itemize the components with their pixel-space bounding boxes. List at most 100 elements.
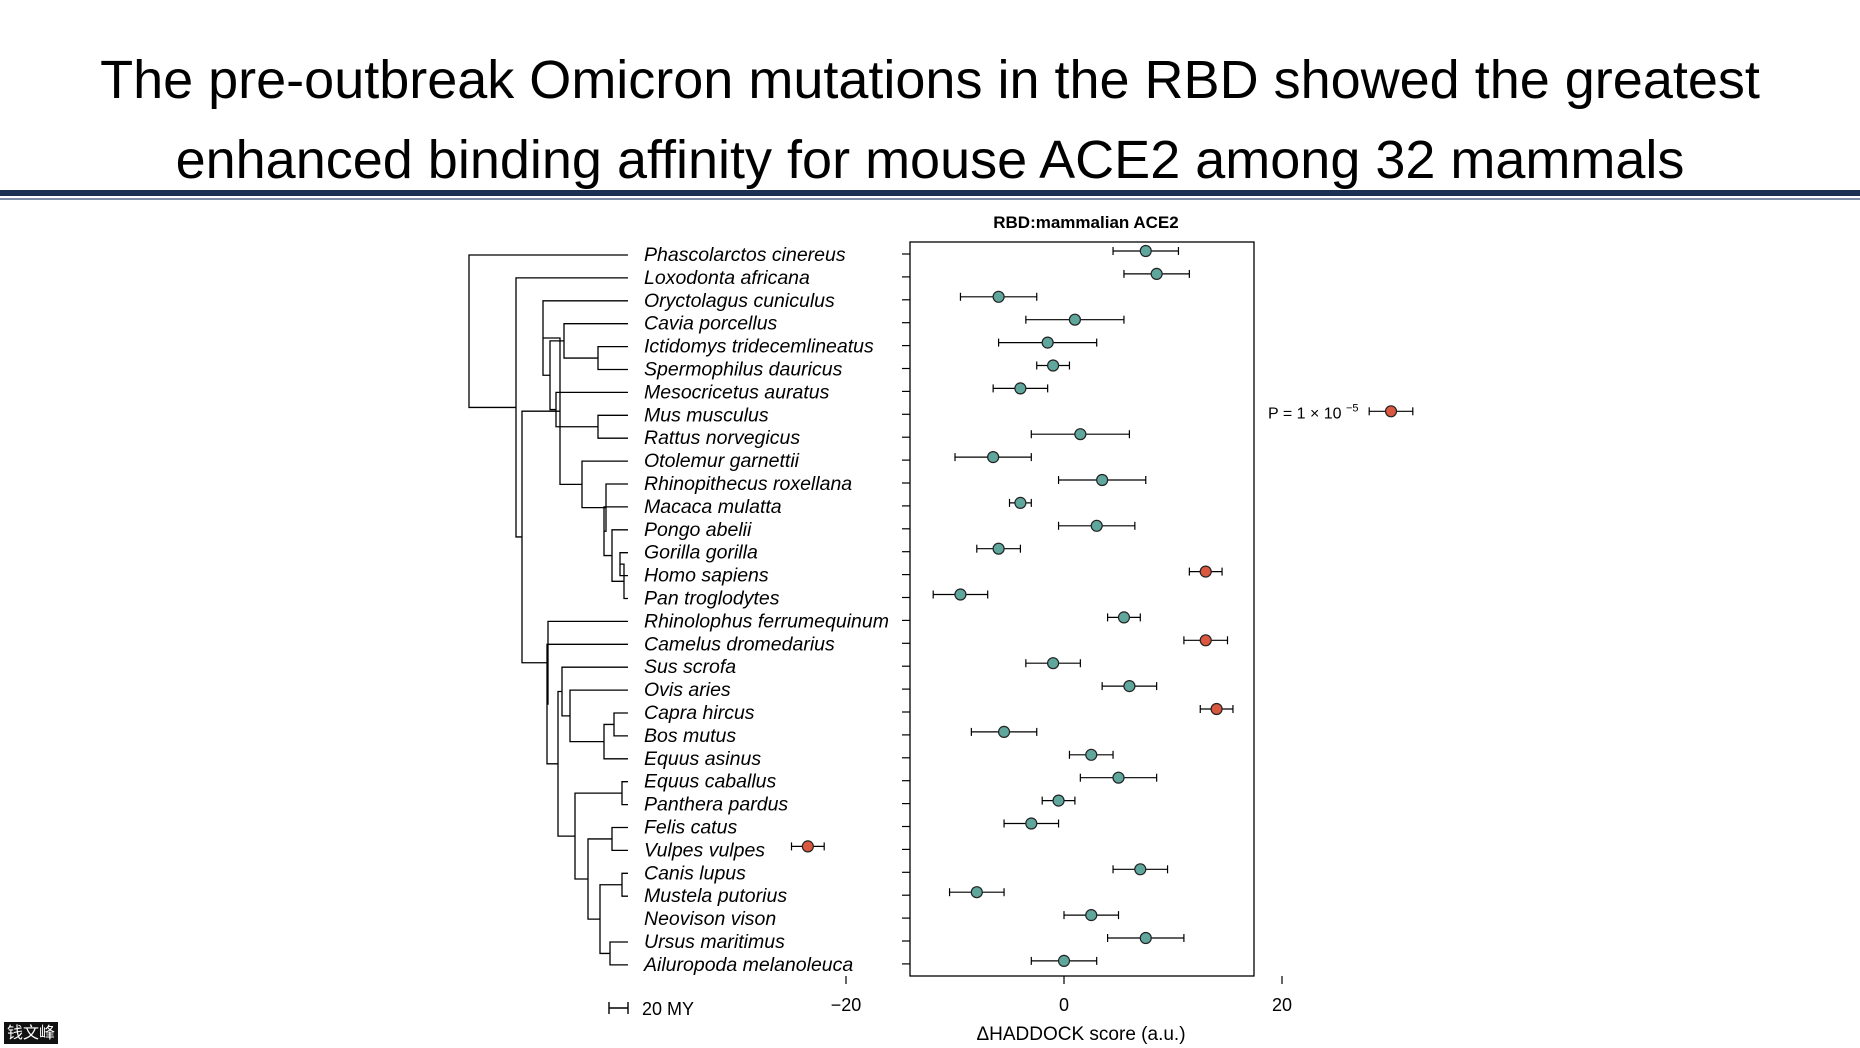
point-marker <box>1199 634 1212 647</box>
point-marker <box>1046 359 1060 372</box>
point-marker <box>1199 565 1212 578</box>
data-point-mustela-putorius <box>948 886 1005 899</box>
plot-frame <box>909 241 1255 977</box>
species-label-mus-musculus: Mus musculus <box>644 404 769 426</box>
point-marker <box>992 290 1005 303</box>
point-marker <box>1041 336 1054 349</box>
data-point-phascolarctos-cinereus <box>1112 244 1180 258</box>
species-label-ursus-maritimus: Ursus maritimus <box>644 931 785 953</box>
species-label-spermophilus-dauricus: Spermophilus dauricus <box>644 359 843 381</box>
tree-branch <box>561 666 628 717</box>
species-label-pongo-abelii: Pongo abelii <box>644 519 752 541</box>
point-marker <box>1150 267 1163 280</box>
species-label-ailuropoda-melanoleuca: Ailuropoda melanoleuca <box>643 954 853 976</box>
data-point-oryctolagus-cuniculus <box>959 290 1038 303</box>
data-point-bos-mutus <box>970 725 1038 739</box>
tree-branch <box>569 689 628 743</box>
point-marker <box>1057 954 1071 968</box>
point-marker <box>1112 771 1125 784</box>
species-label-homo-sapiens: Homo sapiens <box>644 565 769 587</box>
tree-branch <box>515 277 628 538</box>
point-marker <box>1025 817 1038 830</box>
data-point-pan-troglodytes <box>932 588 989 601</box>
point-marker <box>1096 473 1109 487</box>
data-points <box>790 244 1414 968</box>
p-value-exponent: −5 <box>1346 402 1359 414</box>
chart-title: RBD:mammalian ACE2 <box>993 213 1178 232</box>
tree-branch <box>468 254 628 409</box>
data-point-ictidomys-tridecemlineatus <box>997 336 1098 349</box>
point-marker <box>1052 794 1065 807</box>
title-rule-shadow <box>0 198 1860 200</box>
data-point-sus-scrofa <box>1025 657 1081 670</box>
tree-branch <box>557 690 575 837</box>
tree-branch <box>549 340 564 411</box>
species-label-macaca-mulatta: Macaca mulatta <box>644 496 782 518</box>
species-label-equus-asinus: Equus asinus <box>644 748 761 770</box>
tree-branch <box>603 506 628 557</box>
data-point-equus-asinus <box>1068 748 1114 761</box>
data-point-panthera-pardus <box>1041 794 1076 807</box>
point-marker <box>1074 428 1087 441</box>
point-marker <box>954 588 967 601</box>
species-label-pan-troglodytes: Pan troglodytes <box>644 588 780 610</box>
data-point-mus-musculus <box>1368 405 1414 418</box>
point-marker <box>1085 748 1098 761</box>
data-point-canis-lupus <box>1112 863 1169 876</box>
species-label-felis-catus: Felis catus <box>644 817 737 839</box>
scale-bar: 20 MY <box>608 999 694 1019</box>
tree-branch <box>603 723 628 760</box>
species-label-mustela-putorius: Mustela putorius <box>644 885 787 907</box>
tree-branch <box>597 414 628 439</box>
point-marker <box>1068 313 1082 326</box>
data-point-cavia-porcellus <box>1025 313 1125 326</box>
data-point-neovison-vison <box>1063 908 1120 922</box>
tree-branch <box>621 781 628 806</box>
point-marker <box>1384 405 1398 418</box>
species-label-mesocricetus-auratus: Mesocricetus auratus <box>644 381 830 403</box>
species-label-neovison-vison: Neovison vison <box>644 908 776 930</box>
watermark: 钱文峰 <box>4 1022 59 1044</box>
point-marker <box>1117 611 1131 624</box>
title-rule <box>0 190 1860 196</box>
tree-branch <box>621 872 628 897</box>
point-marker <box>997 725 1011 739</box>
point-marker <box>1123 679 1136 693</box>
scale-bar-label: 20 MY <box>642 999 694 1019</box>
species-label-phascolarctos-cinereus: Phascolarctos cinereus <box>644 244 846 266</box>
species-label-rhinopithecus-roxellana: Rhinopithecus roxellana <box>644 473 852 495</box>
x-tick-label: 20 <box>1272 995 1292 1015</box>
species-label-bos-mutus: Bos mutus <box>644 725 736 747</box>
species-label-gorilla-gorilla: Gorilla gorilla <box>644 542 758 564</box>
data-point-rattus-norvegicus <box>1030 428 1131 441</box>
point-marker <box>1139 244 1152 258</box>
tree-branch <box>555 391 628 428</box>
point-marker <box>1139 931 1152 945</box>
x-tick-label: −20 <box>831 995 862 1015</box>
species-label-rattus-norvegicus: Rattus norvegicus <box>644 427 800 449</box>
species-label-cavia-porcellus: Cavia porcellus <box>644 313 778 335</box>
species-label-oryctolagus-cuniculus: Oryctolagus cuniculus <box>644 290 835 312</box>
tree-branch <box>574 792 622 880</box>
p-value-text: P = 1 × 10 <box>1268 405 1342 422</box>
tree-branch <box>609 941 628 966</box>
data-point-homo-sapiens <box>1188 565 1223 578</box>
data-point-rhinopithecus-roxellana <box>1057 473 1147 487</box>
tree-branch <box>597 345 628 371</box>
x-axis-label: ΔHADDOCK score (a.u.) <box>976 1024 1185 1045</box>
point-marker <box>1014 496 1027 509</box>
slide-title-line-1: The pre-outbreak Omicron mutations in th… <box>100 50 1760 110</box>
data-point-gorilla-gorilla <box>976 542 1022 555</box>
species-label-ovis-aries: Ovis aries <box>644 679 731 701</box>
point-marker <box>1014 382 1027 395</box>
affinity-plot: RBD:mammalian ACE2 −20 0 20 ΔHADDOCK score… <box>790 213 1414 1045</box>
data-point-ailuropoda-melanoleuca <box>1030 954 1098 968</box>
tree-branch <box>546 643 628 765</box>
phylogenetic-tree <box>468 254 628 966</box>
point-marker <box>1210 702 1223 716</box>
x-tick-label: 0 <box>1059 995 1069 1015</box>
tree-branch <box>613 712 628 737</box>
point-marker <box>1046 657 1060 670</box>
